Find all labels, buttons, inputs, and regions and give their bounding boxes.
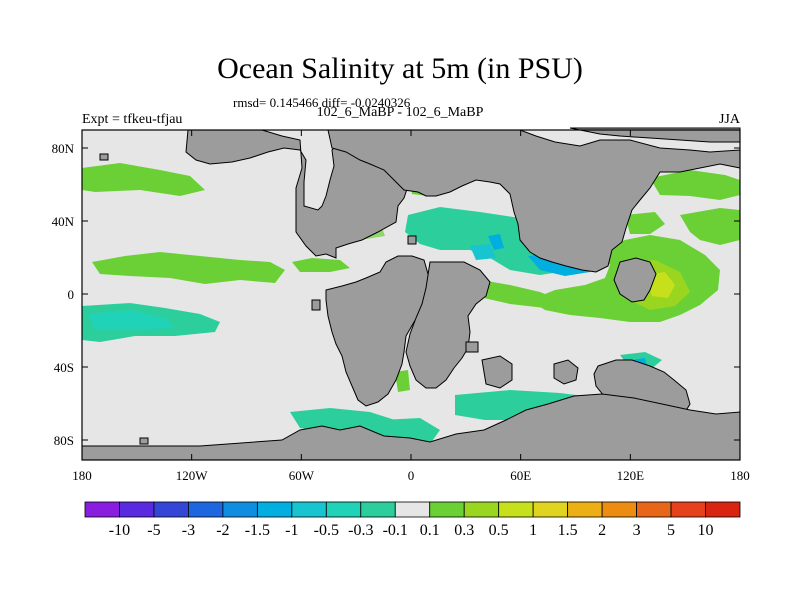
colorbar-swatch bbox=[429, 501, 465, 518]
colorbar-label: -1 bbox=[285, 522, 298, 539]
chart-title: Ocean Salinity at 5m (in PSU) bbox=[217, 52, 583, 85]
colorbar-swatch bbox=[153, 501, 189, 518]
experiment-label: Expt = tfkeu-tfjau bbox=[82, 112, 183, 127]
colorbar-swatch bbox=[188, 501, 224, 518]
colorbar-label: -5 bbox=[147, 522, 160, 539]
map-panel bbox=[81, 127, 741, 461]
y-tick-label: 40S bbox=[54, 360, 74, 375]
colorbar-label: -0.5 bbox=[314, 522, 339, 539]
x-tick-label: 180 bbox=[72, 468, 92, 483]
colorbar-label: -0.3 bbox=[348, 522, 373, 539]
colorbar-label: 0.1 bbox=[420, 522, 440, 539]
colorbar-label: 3 bbox=[633, 522, 641, 539]
land-masses bbox=[81, 127, 741, 461]
x-tick-label: 120E bbox=[617, 468, 645, 483]
colorbar-swatch bbox=[567, 501, 603, 518]
y-tick-label: 0 bbox=[68, 287, 75, 302]
colorbar-labels: -10 -5 -3 -2 -1.5 -1 -0.5 -0.3 -0.1 0.1 0.3 0.5 1 1.5… bbox=[109, 522, 714, 539]
colorbar-label: 0.3 bbox=[454, 522, 474, 539]
x-tick-label: 60W bbox=[289, 468, 315, 483]
colorbar-swatch bbox=[360, 501, 396, 518]
x-tick-label: 0 bbox=[408, 468, 415, 483]
colorbar-label: 0.5 bbox=[489, 522, 509, 539]
stats-text: rmsd= 0.145466 diff= -0.0240326 bbox=[233, 95, 411, 110]
colorbar-swatch bbox=[498, 501, 534, 518]
colorbar-swatch bbox=[670, 501, 706, 518]
colorbar-swatch bbox=[601, 501, 637, 518]
colorbar-label: 1 bbox=[529, 522, 537, 539]
colorbar-label: -0.1 bbox=[383, 522, 408, 539]
colorbar-label: 5 bbox=[667, 522, 675, 539]
colorbar-swatch bbox=[222, 501, 258, 518]
colorbar-swatch bbox=[325, 501, 362, 518]
colorbar-label: -2 bbox=[216, 522, 229, 539]
colorbar-label: -10 bbox=[109, 522, 130, 539]
colorbar-swatch bbox=[84, 501, 120, 518]
season-label: JJA bbox=[718, 112, 740, 127]
colorbar-swatch bbox=[394, 501, 431, 518]
colorbar bbox=[84, 501, 741, 518]
colorbar-label: -1.5 bbox=[245, 522, 270, 539]
colorbar-swatch bbox=[532, 501, 569, 518]
colorbar-swatch bbox=[119, 501, 155, 518]
comparison-label: 102_6_MaBP - 102_6_MaBP bbox=[316, 105, 484, 120]
colorbar-swatch bbox=[636, 501, 672, 518]
colorbar-label: 1.5 bbox=[558, 522, 578, 539]
y-tick-label: 40N bbox=[52, 214, 75, 229]
y-tick-label: 80N bbox=[52, 141, 75, 156]
y-axis: 80N 40N 0 40S 80S bbox=[52, 141, 740, 448]
colorbar-swatch bbox=[705, 501, 741, 518]
colorbar-label: -3 bbox=[182, 522, 195, 539]
x-tick-label: 180 bbox=[730, 468, 750, 483]
colorbar-label: 10 bbox=[698, 522, 714, 539]
colorbar-swatch bbox=[291, 501, 327, 518]
colorbar-swatch bbox=[463, 501, 500, 518]
colorbar-label: 2 bbox=[598, 522, 606, 539]
x-tick-label: 120W bbox=[176, 468, 209, 483]
x-axis: 180 120W 60W 0 60E 120E 180 bbox=[72, 130, 750, 483]
y-tick-label: 80S bbox=[54, 433, 74, 448]
x-tick-label: 60E bbox=[510, 468, 531, 483]
colorbar-swatch bbox=[256, 501, 293, 518]
